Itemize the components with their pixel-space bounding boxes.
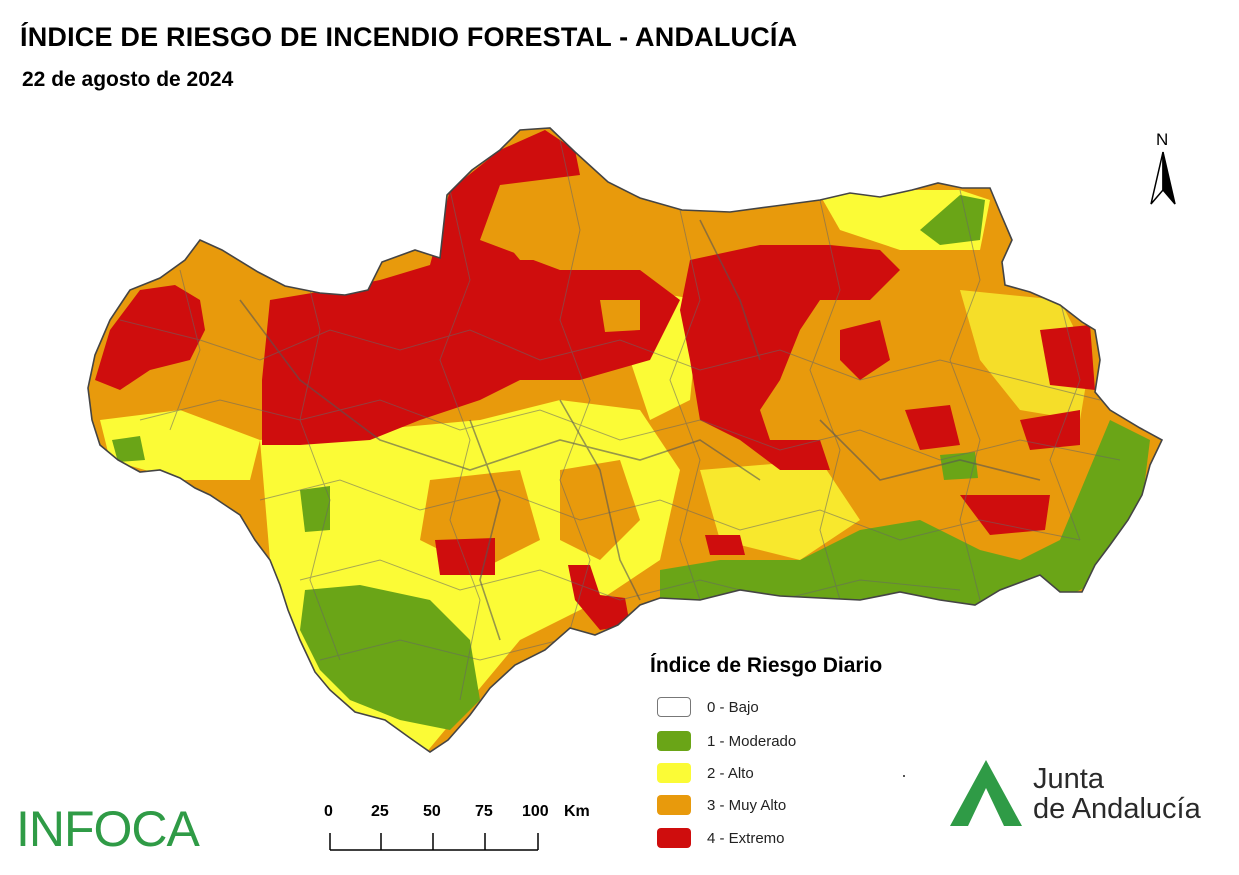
scale-unit-label: Km bbox=[564, 803, 590, 820]
legend-item: 2 - Alto bbox=[657, 761, 754, 785]
north-label: N bbox=[1156, 130, 1169, 149]
legend-item: 4 - Extremo bbox=[657, 826, 785, 850]
legend-swatch bbox=[657, 795, 691, 815]
legend-swatch bbox=[657, 731, 691, 751]
map-title: ÍNDICE DE RIESGO DE INCENDIO FORESTAL - … bbox=[20, 22, 798, 52]
legend-swatch bbox=[657, 828, 691, 848]
legend-item: 3 - Muy Alto bbox=[657, 793, 786, 817]
infoca-logo: INFOCA bbox=[16, 801, 200, 857]
junta-line1: Junta bbox=[1033, 763, 1104, 795]
legend-label: 3 - Muy Alto bbox=[707, 796, 787, 814]
legend-swatch bbox=[657, 697, 691, 717]
scale-tick-label: 100 bbox=[522, 803, 549, 820]
legend-item: 0 - Bajo bbox=[657, 695, 759, 719]
legend-label: 2 - Alto bbox=[707, 764, 754, 782]
scale-bar bbox=[329, 833, 539, 851]
junta-text: Junta de Andalucía bbox=[1033, 764, 1201, 824]
junta-logo-icon bbox=[950, 760, 1022, 826]
junta-line2: de Andalucía bbox=[1033, 793, 1201, 825]
north-arrow-icon bbox=[1150, 151, 1176, 205]
legend-swatch bbox=[657, 763, 691, 783]
legend-label: 1 - Moderado bbox=[707, 732, 797, 750]
scale-tick-label: 25 bbox=[371, 803, 389, 820]
legend-label: 4 - Extremo bbox=[707, 829, 785, 847]
legend-label: 0 - Bajo bbox=[707, 698, 759, 716]
legend-title: Índice de Riesgo Diario bbox=[650, 654, 883, 677]
legend-item: 1 - Moderado bbox=[657, 729, 796, 753]
map-date: 22 de agosto de 2024 bbox=[22, 68, 234, 91]
scale-tick-label: 75 bbox=[475, 803, 493, 820]
stray-dot bbox=[903, 775, 905, 777]
scale-tick-label: 50 bbox=[423, 803, 441, 820]
scale-tick-label: 0 bbox=[324, 803, 333, 820]
